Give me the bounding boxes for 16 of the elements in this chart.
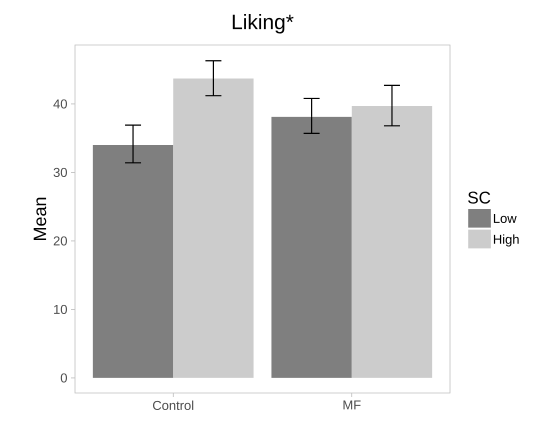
legend-label: Low xyxy=(494,214,517,223)
legend-title: SC xyxy=(468,192,490,204)
bar xyxy=(92,145,174,378)
chart-title: Liking* xyxy=(232,14,294,34)
y-tick-label: 30 xyxy=(54,168,67,177)
y-tick-label: 0 xyxy=(60,373,67,383)
y-tick-label: 10 xyxy=(54,304,67,314)
y-tick-label: 40 xyxy=(53,99,67,108)
legend-label: High xyxy=(494,234,519,246)
bar xyxy=(271,116,352,378)
x-tick-label: Control xyxy=(153,400,194,410)
y-tick-label: 20 xyxy=(54,236,67,246)
bar xyxy=(352,106,432,378)
bar xyxy=(173,78,254,378)
y-axis-title: Mean xyxy=(34,198,46,240)
x-tick-label: MF xyxy=(344,400,361,410)
